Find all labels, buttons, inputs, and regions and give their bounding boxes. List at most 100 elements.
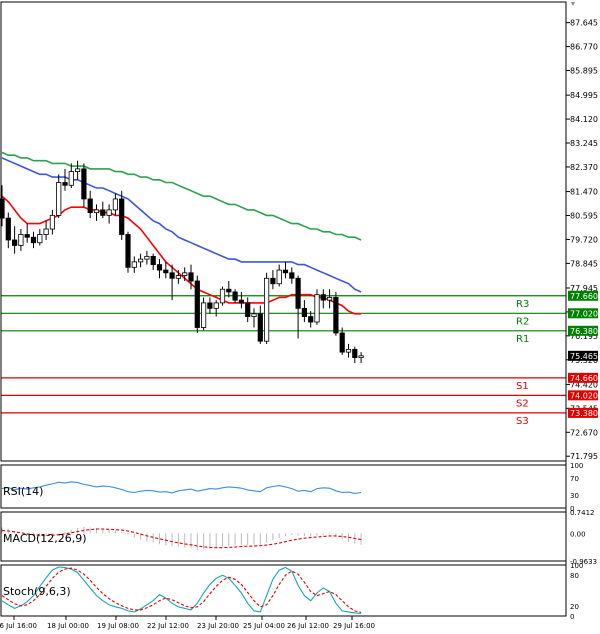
- candle-up: [56, 182, 62, 216]
- candle-down: [194, 280, 200, 328]
- candle-up: [112, 198, 118, 211]
- indicator-tick-label: 30: [570, 492, 579, 500]
- candle-down: [87, 198, 93, 214]
- indicator-line-1: [1, 528, 362, 549]
- moving-average-line-1: [1, 195, 362, 315]
- candle-up: [182, 272, 188, 276]
- price-tick-label: 81.470: [570, 188, 598, 197]
- candle-down: [295, 277, 301, 309]
- indicator-panel-2: 0.7412 0.00 -0.9633 MACD(12,26,9): [0, 509, 597, 566]
- indicator-tick-label: 70: [570, 475, 579, 483]
- time-tick-label: 23 Jul 20:00: [197, 622, 239, 630]
- candle-up: [345, 348, 352, 353]
- price-tick-label: 79.720: [570, 235, 598, 244]
- indicator-tick-label: -0.9633: [570, 558, 597, 566]
- candle-up: [18, 234, 24, 246]
- candle-up: [276, 269, 282, 285]
- level-label-s2: S2: [516, 398, 529, 409]
- indicator-tick-label: 100: [570, 562, 583, 570]
- price-tick-label: 86.770: [570, 43, 598, 52]
- price-tick-label: 83.245: [570, 139, 598, 148]
- chart-frame: [0, 1, 575, 616]
- candle-down: [308, 316, 314, 323]
- level-label-s1: S1: [516, 381, 529, 392]
- candle-up: [49, 214, 56, 230]
- candle-down: [245, 302, 251, 317]
- current-price-marker: 75.465: [568, 350, 598, 361]
- level-label-s3: S3: [516, 416, 529, 427]
- candle-up: [137, 258, 144, 263]
- time-tick-label: 19 Jul 08:00: [97, 622, 139, 630]
- candle-down: [289, 272, 295, 279]
- candle-up: [131, 261, 137, 268]
- indicator-title: RSI(14): [3, 485, 43, 498]
- level-tag-label: 74.020: [570, 391, 598, 400]
- candle-down: [270, 277, 276, 285]
- indicator-panel-3: 100 80 20 0 Stoch(9,6,3): [0, 562, 583, 621]
- candle-down: [150, 255, 156, 265]
- candle-down: [169, 272, 175, 279]
- candle-up: [43, 228, 49, 235]
- level-tag-bg: [568, 325, 598, 336]
- level-tag-label: 77.660: [570, 292, 598, 301]
- candle-up: [358, 355, 364, 359]
- price-tick-label: 80.595: [570, 211, 598, 220]
- level-tag-label: 74.660: [570, 374, 598, 383]
- indicator-title: Stoch(9,6,3): [3, 585, 71, 598]
- candle-up: [326, 297, 333, 301]
- level-tag-label: 76.380: [570, 327, 598, 336]
- candle-up: [106, 209, 112, 216]
- candle-up: [68, 171, 74, 186]
- time-tick-label: 16 Jul 16:00: [0, 622, 37, 630]
- candle-up: [144, 255, 150, 260]
- indicator-tick-label: 0.00: [570, 530, 586, 538]
- level-tag-bg: [568, 390, 598, 401]
- indicator-panels: 100 70 30 0 RSI(14) 0.7412 0.00 -0.9633 MACD(12,…: [0, 462, 597, 621]
- candle-down: [352, 348, 358, 359]
- level-tag-bg: [568, 407, 598, 418]
- price-tick-label: 82.370: [570, 163, 598, 172]
- level-tag-bg: [568, 308, 598, 319]
- indicator-line-2: [1, 567, 362, 613]
- candle-up: [263, 277, 270, 342]
- candle-down: [257, 313, 263, 342]
- candle-down: [24, 234, 30, 238]
- price-tick-label: 85.895: [570, 67, 598, 76]
- candle-down: [119, 198, 125, 235]
- candle-up: [75, 168, 81, 172]
- indicator-tick-label: 100: [570, 462, 583, 470]
- candle-down: [207, 302, 213, 309]
- indicator-tick-label: 80: [570, 572, 579, 580]
- price-tick-label: 87.645: [570, 19, 598, 28]
- candle-up: [314, 294, 320, 323]
- price-tick-label: 71.795: [570, 452, 598, 461]
- candle-up: [93, 209, 100, 214]
- indicator-tick-label: 0: [570, 613, 574, 621]
- indicator-tick-label: 0.7412: [570, 509, 595, 517]
- support-resistance-labels: R3 R2 R1 S1 S2 S3: [516, 299, 529, 427]
- indicator-tick-label: 20: [570, 603, 579, 611]
- candle-up: [219, 288, 226, 304]
- level-label-r3: R3: [516, 299, 529, 310]
- price-panel: R3 R2 R1 S1 S2 S3 87.645 86.770 85.895 84.995 84.…: [0, 19, 598, 461]
- current-price-bg: [568, 350, 598, 361]
- time-tick-label: 26 Jul 12:00: [287, 622, 329, 630]
- price-tick-label: 78.845: [570, 259, 598, 268]
- level-label-r2: R2: [516, 316, 529, 327]
- indicator-title: MACD(12,26,9): [3, 532, 87, 545]
- price-tick-label: 84.120: [570, 115, 598, 124]
- time-tick-label: 29 Jul 16:00: [333, 622, 375, 630]
- candle-down: [301, 307, 308, 317]
- candle-down: [156, 264, 163, 271]
- candle-up: [213, 302, 219, 309]
- moving-average-line-3: [1, 151, 362, 241]
- candle-down: [163, 269, 169, 274]
- time-tick-label: 25 Jul 04:00: [243, 622, 285, 630]
- candlestick-series: [0, 160, 364, 364]
- indicator-line-1: [1, 481, 362, 494]
- level-price-tags: 77.660 77.020 76.380 74.660 74.020 73.380: [568, 290, 598, 418]
- candle-down: [100, 209, 106, 216]
- candle-down: [125, 234, 131, 268]
- candle-up: [200, 302, 207, 328]
